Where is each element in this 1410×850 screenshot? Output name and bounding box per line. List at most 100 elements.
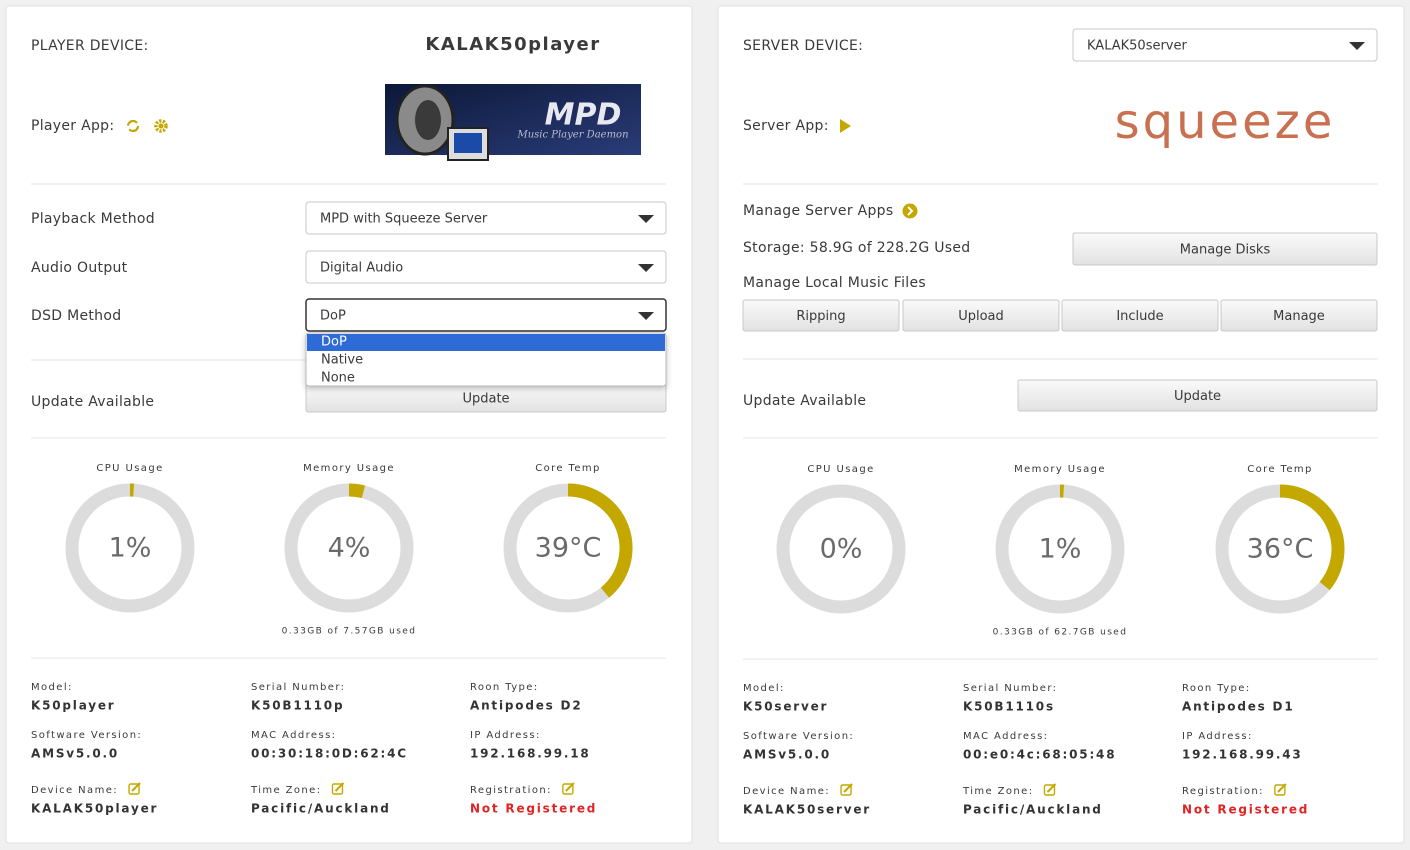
info-value: 00:e0:4c:68:05:48: [963, 748, 1116, 762]
info-value: 192.168.99.18: [470, 747, 591, 761]
update-label: Update Available: [743, 393, 866, 409]
info-value: Antipodes D1: [1182, 700, 1294, 714]
edit-icon-pen[interactable]: [334, 782, 345, 792]
edit-icon-pen[interactable]: [1046, 783, 1057, 793]
info-value: K50server: [743, 700, 828, 714]
info-value: Not Registered: [1182, 803, 1309, 817]
info-label: Roon Type:: [1182, 683, 1251, 694]
select[interactable]: [305, 250, 667, 284]
dropdown-option[interactable]: None: [321, 371, 355, 386]
info-label: MAC Address:: [251, 730, 336, 741]
button[interactable]: [1017, 379, 1378, 412]
select[interactable]: [305, 201, 667, 235]
info-value: 192.168.99.43: [1182, 748, 1303, 762]
info-label: Software Version:: [31, 730, 142, 741]
info-value: Pacific/Auckland: [963, 803, 1103, 817]
edit-icon[interactable]: [840, 784, 852, 796]
info-value: AMSv5.0.0: [31, 747, 119, 761]
edit-icon[interactable]: [331, 783, 344, 795]
gauge-label: CPU Usage: [96, 463, 163, 474]
edit-icon[interactable]: [1274, 784, 1286, 796]
app-label: Player App:: [31, 118, 114, 134]
button-label[interactable]: Manage Disks: [1180, 243, 1271, 258]
edit-icon[interactable]: [1043, 784, 1056, 796]
select-arrow: [1349, 42, 1365, 50]
settings-icon-core[interactable]: [158, 123, 164, 129]
info-value: AMSv5.0.0: [743, 748, 831, 762]
select-value[interactable]: Digital Audio: [320, 261, 403, 276]
select[interactable]: [305, 298, 667, 332]
info-label: Time Zone:: [962, 786, 1033, 797]
info-label: Device Name:: [31, 785, 118, 796]
squeeze-logo: squeeze: [1115, 94, 1336, 150]
info-label: Time Zone:: [250, 785, 321, 796]
info-value: Antipodes D2: [470, 699, 582, 713]
info-label: Software Version:: [743, 731, 854, 742]
gauge-value: 4%: [328, 533, 371, 564]
info-value: 00:30:18:0D:62:4C: [251, 747, 408, 761]
select[interactable]: [1072, 28, 1378, 62]
info-label: Model:: [743, 683, 785, 694]
device-label: SERVER DEVICE:: [743, 38, 863, 54]
info-value: KALAK50server: [743, 803, 871, 817]
edit-icon[interactable]: [128, 783, 140, 795]
app-label: Server App:: [743, 118, 829, 134]
setting-label: Playback Method: [31, 211, 155, 227]
gauge-arc: [567, 483, 633, 598]
gauge-arc: [348, 483, 366, 499]
mpd-speaker-cone: [415, 100, 441, 140]
button[interactable]: [1061, 299, 1219, 332]
edit-icon-pen[interactable]: [565, 782, 575, 792]
button-label[interactable]: Update: [462, 392, 509, 407]
mpd-monitor-screen: [454, 133, 482, 153]
gauge-label: Memory Usage: [303, 463, 395, 474]
button-label[interactable]: Update: [1174, 389, 1221, 404]
button[interactable]: [1072, 232, 1378, 266]
select-value[interactable]: DoP: [320, 309, 346, 324]
info-value: K50B1110p: [251, 699, 344, 713]
info-label: Registration:: [470, 785, 552, 796]
info-label: Roon Type:: [470, 682, 539, 693]
play-icon[interactable]: [840, 119, 851, 133]
edit-icon-pen[interactable]: [843, 783, 853, 793]
gauge-arc: [1279, 484, 1345, 591]
button[interactable]: [1220, 299, 1378, 332]
device-name: KALAK50player: [425, 34, 600, 55]
mpd-logo-title: MPD: [545, 98, 622, 133]
button-label[interactable]: Ripping: [796, 309, 845, 324]
button-label[interactable]: Upload: [958, 309, 1004, 324]
button[interactable]: [902, 299, 1060, 332]
gauge-track: [776, 484, 906, 614]
dropdown-highlight: [307, 334, 665, 351]
device-label: PLAYER DEVICE:: [31, 38, 149, 54]
button[interactable]: [742, 299, 900, 332]
edit-icon-pen[interactable]: [131, 782, 141, 792]
info-label: Serial Number:: [963, 683, 1057, 694]
select-value[interactable]: MPD with Squeeze Server: [320, 212, 488, 227]
info-label: IP Address:: [1182, 731, 1253, 742]
manage-apps[interactable]: Manage Server Apps: [743, 203, 893, 219]
dropdown-option[interactable]: DoP: [321, 335, 347, 350]
gauge-value: 0%: [820, 534, 863, 565]
update-label: Update Available: [31, 394, 154, 410]
gauge-label: CPU Usage: [807, 464, 874, 475]
edit-icon[interactable]: [562, 783, 574, 795]
gauge-note: 0.33GB of 7.57GB used: [282, 627, 417, 637]
edit-icon-pen[interactable]: [1277, 783, 1287, 793]
dropdown-option[interactable]: Native: [321, 353, 363, 368]
gauge-value: 1%: [109, 533, 152, 564]
info-label: IP Address:: [470, 730, 541, 741]
server-panel: [717, 5, 1405, 844]
setting-label: DSD Method: [31, 308, 121, 324]
storage: Storage: 58.9G of 228.2G Used: [743, 240, 970, 256]
manage-apps-arrow[interactable]: [907, 206, 914, 216]
gauge-value: 39°C: [535, 533, 602, 564]
button-label[interactable]: Include: [1116, 309, 1163, 324]
settings-icon[interactable]: [154, 119, 168, 133]
button-label[interactable]: Manage: [1273, 309, 1325, 324]
info-value: KALAK50player: [31, 802, 158, 816]
manage-apps-icon[interactable]: [902, 203, 918, 219]
gauge-value: 1%: [1039, 534, 1082, 565]
select-value[interactable]: KALAK50server: [1087, 39, 1187, 54]
refresh-icon[interactable]: [126, 119, 140, 133]
